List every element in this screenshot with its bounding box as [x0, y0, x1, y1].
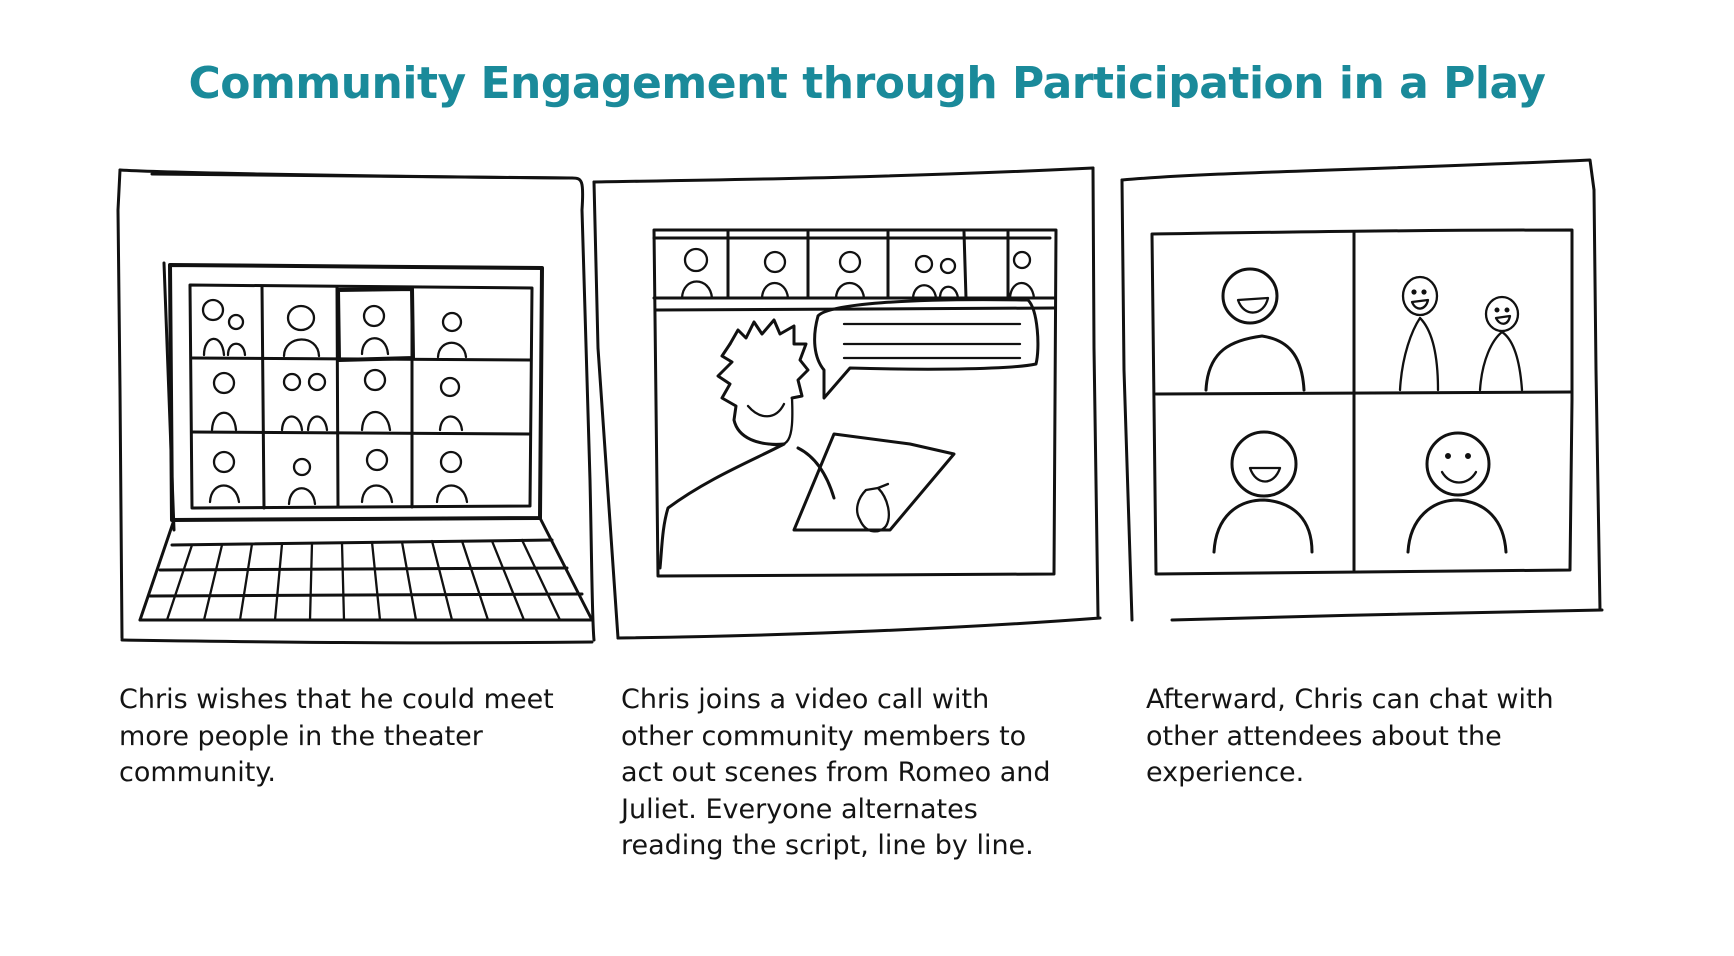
storyboard-panel-1 — [112, 150, 612, 670]
video-call-sketch — [592, 166, 1102, 640]
storyboard-panel-2 — [588, 148, 1108, 668]
panel-3-caption: Afterward, Chris can chat with other att… — [1146, 684, 1554, 788]
panel-1-caption: Chris wishes that he could meet more peo… — [119, 684, 554, 788]
page-title: Community Engagement through Participati… — [188, 58, 1547, 109]
group-chat-sketch — [1120, 158, 1604, 622]
storyboard-panel-3 — [1112, 150, 1632, 650]
panel-2-caption: Chris joins a video call with other comm… — [621, 684, 1051, 861]
laptop-sketch — [116, 168, 596, 645]
